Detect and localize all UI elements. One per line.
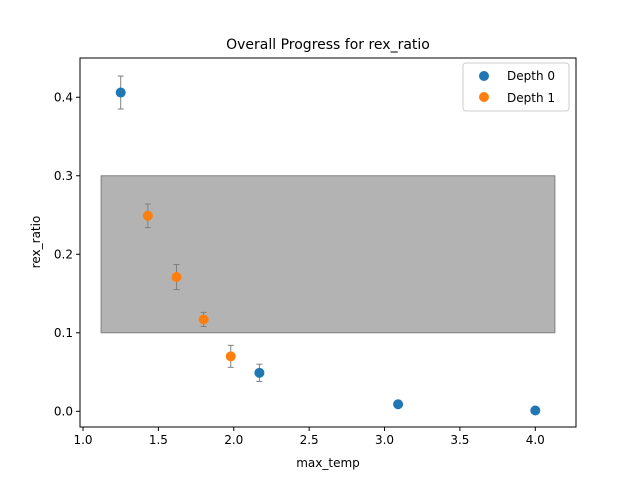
x-tick-label: 1.5 bbox=[149, 433, 168, 447]
data-point-depth-0 bbox=[393, 399, 404, 410]
x-tick-label: 3.5 bbox=[450, 433, 469, 447]
target-band bbox=[100, 175, 556, 334]
y-axis-label: rex_ratio bbox=[29, 216, 43, 269]
point-layer bbox=[115, 87, 541, 416]
x-tick-label: 2.0 bbox=[224, 433, 243, 447]
y-tick-label: 0.4 bbox=[54, 90, 73, 104]
data-point-depth-0 bbox=[530, 405, 541, 416]
data-point-depth-0 bbox=[254, 367, 265, 378]
legend-label-depth-0: Depth 0 bbox=[507, 69, 555, 83]
data-point-depth-1 bbox=[171, 272, 182, 283]
y-tick-label: 0.3 bbox=[54, 169, 73, 183]
x-tick-label: 4.0 bbox=[526, 433, 545, 447]
x-axis-label: max_temp bbox=[296, 456, 360, 470]
data-point-depth-1 bbox=[198, 314, 209, 325]
band-layer bbox=[100, 175, 556, 334]
chart-title: Overall Progress for rex_ratio bbox=[226, 37, 430, 53]
y-axis-ticks: 0.0 0.1 0.2 0.3 0.4 bbox=[54, 90, 80, 418]
legend: Depth 0 Depth 1 bbox=[462, 62, 570, 112]
x-tick-label: 3.0 bbox=[375, 433, 394, 447]
legend-marker-depth-0 bbox=[479, 71, 489, 81]
legend-label-depth-1: Depth 1 bbox=[507, 91, 555, 105]
x-axis-ticks: 1.0 1.5 2.0 2.5 3.0 3.5 4.0 bbox=[73, 427, 545, 447]
y-tick-label: 0.1 bbox=[54, 326, 73, 340]
data-point-depth-1 bbox=[142, 210, 153, 221]
legend-box bbox=[462, 62, 570, 112]
data-point-depth-0 bbox=[115, 87, 126, 98]
x-tick-label: 1.0 bbox=[73, 433, 92, 447]
data-point-depth-1 bbox=[225, 351, 236, 362]
y-tick-label: 0.0 bbox=[54, 404, 73, 418]
y-tick-label: 0.2 bbox=[54, 247, 73, 261]
legend-marker-depth-1 bbox=[479, 92, 489, 102]
x-tick-label: 2.5 bbox=[300, 433, 319, 447]
plot-frame bbox=[79, 57, 577, 428]
